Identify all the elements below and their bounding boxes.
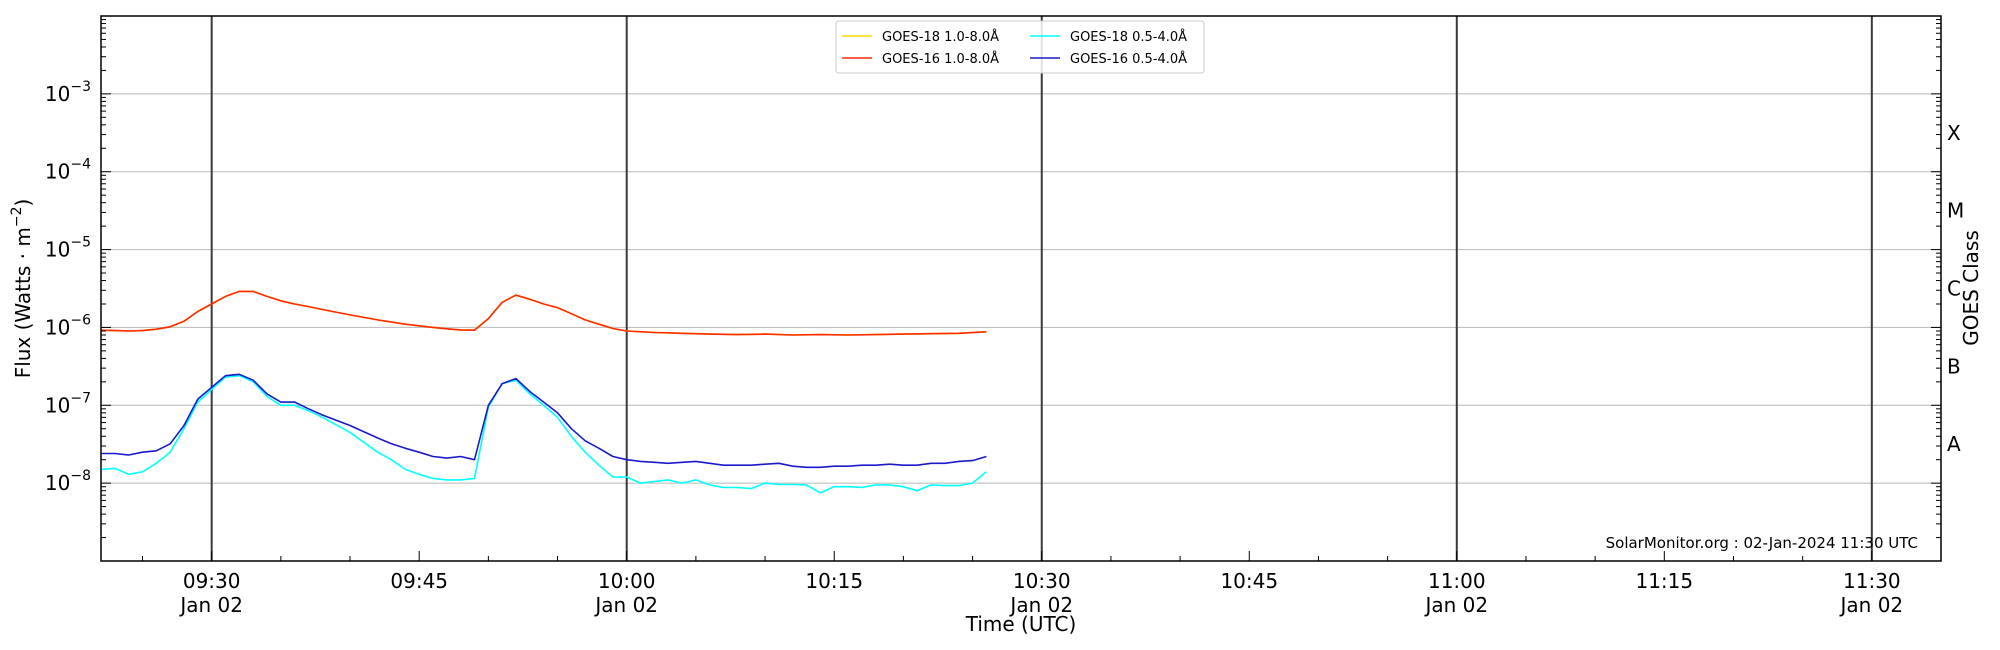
y-tick-label: 10−7 [45,390,91,417]
legend-entry: GOES-16 0.5-4.0Å [1070,51,1187,67]
legend-entry: GOES-18 0.5-4.0Å [1070,29,1187,45]
y-tick-label: 10−5 [45,235,91,262]
x-tick-date: Jan 02 [1423,593,1488,617]
goes-class-labels: X M C B A [1947,121,1964,456]
goes-class-label: C [1947,277,1961,301]
series-line [100,290,987,336]
y-tick-label: 10−4 [45,157,91,184]
y-tick-label: 10−3 [45,79,91,106]
legend-box [835,20,1205,74]
x-tick-label: 10:15 [805,569,863,593]
source-annotation: SolarMonitor.org : 02-Jan-2024 11:30 UTC [1606,534,1918,552]
x-tick-label: 11:15 [1635,569,1693,593]
legend-entry: GOES-18 1.0-8.0Å [882,29,999,45]
y-axis-ticks: 10−8 10−7 10−6 10−5 10−4 10−3 [45,19,1941,562]
x-tick-label: 10:00 [598,569,656,593]
series-line [100,290,987,336]
x-tick-label: 11:00 [1428,569,1486,593]
x-tick-label: 10:45 [1220,569,1278,593]
x-tick-label: 09:45 [390,569,448,593]
series-line [100,374,987,494]
right-axis-title: GOES Class [1959,230,1983,346]
goes-class-label: A [1947,432,1961,456]
goes-class-label: M [1947,199,1964,223]
x-tick-label: 10:30 [1013,569,1071,593]
x-tick-label: 09:30 [183,569,241,593]
x-tick-date: Jan 02 [178,593,243,617]
plot-frame [100,15,1942,562]
grid-lines [101,93,1941,484]
legend-entry: GOES-16 1.0-8.0Å [882,51,999,67]
x-tick-date: Jan 02 [593,593,658,617]
x-axis-title: Time (UTC) [965,612,1077,636]
y-axis-title: Flux (Watts · m−2) [9,199,35,379]
goes-class-label: B [1947,354,1961,378]
legend: GOES-18 1.0-8.0Å GOES-18 0.5-4.0Å GOES-16 … [835,20,1205,74]
series-lines [100,290,987,494]
x-tick-label: 11:30 [1843,569,1901,593]
y-tick-label: 10−6 [45,312,91,339]
x-tick-date: Jan 02 [1839,593,1904,617]
y-tick-label: 10−8 [45,468,91,495]
goes-class-label: X [1947,121,1961,145]
series-line [101,373,987,469]
x-tick-date: Jan 02 [1008,593,1073,617]
day-vertical-lines [210,16,1873,561]
